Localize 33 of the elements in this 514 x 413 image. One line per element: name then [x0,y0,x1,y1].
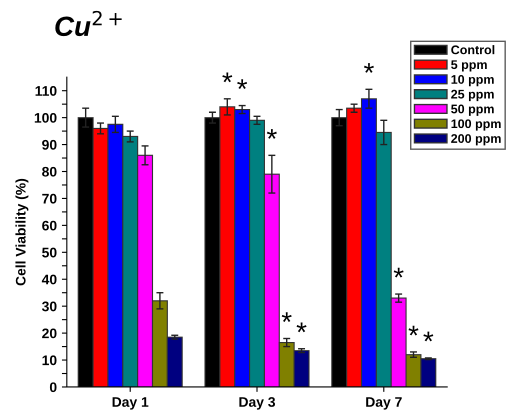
legend-label: 10 ppm [452,74,494,86]
data-label: * [222,72,232,82]
data-label: * [266,129,277,139]
chart-title: Cu$^{2+}$ [55,10,122,36]
data-label: * [237,79,248,89]
legend-label: Control [451,45,494,54]
legend-label: 50 ppm [451,104,494,116]
y-tick-label: 80 [42,166,57,177]
legend-label: 200 ppm [451,134,501,146]
x-tick-label: Day 3 [239,397,276,410]
data-label: * [364,63,374,73]
data-label: * [423,332,434,342]
y-tick-label: 70 [42,194,57,204]
y-tick-label: 30 [42,302,57,312]
y-tick-label: 60 [42,220,57,231]
x-tick-label: Day 7 [366,397,402,410]
legend-label: 5 ppm [451,60,487,72]
y-tick-label: 40 [42,274,57,284]
data-label: * [282,312,292,322]
legend-label: 100 ppm [452,119,501,131]
y-tick-label: 20 [42,328,57,338]
y-tick-label: 10 [42,355,57,366]
y-tick-label: 90 [42,140,57,150]
x-tick-label: Day 1 [112,397,148,410]
data-label: * [296,322,307,332]
y-tick-label: 0 [50,382,57,392]
y-tick-label: 110 [36,86,57,96]
data-label: * [408,326,418,336]
y-tick-label: 50 [42,248,57,258]
data-label: * [394,268,404,278]
legend-label: 25 ppm [451,90,494,102]
y-tick-label: 100 [34,112,57,123]
y-axis-title: Cell Viability (%) [15,178,28,286]
